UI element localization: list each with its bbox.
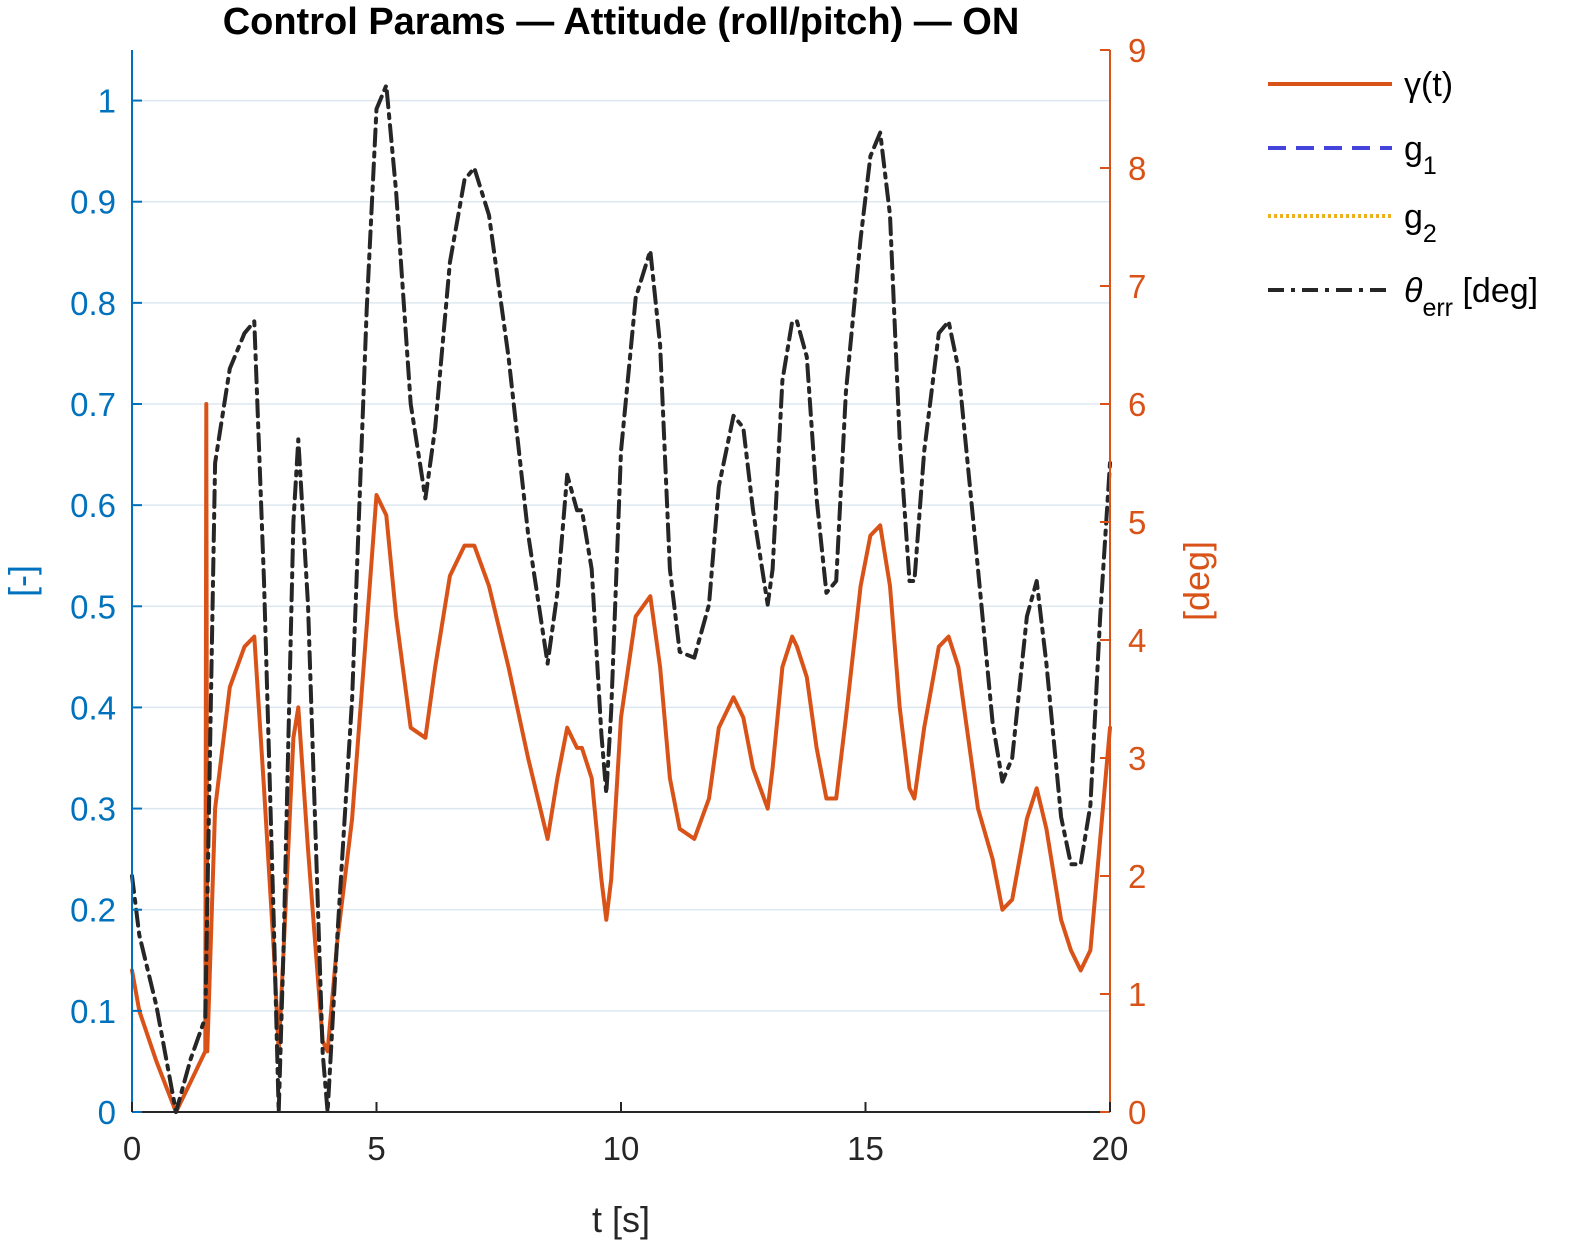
y-axis-left-label: [-] [1,565,42,597]
chart-title: Control Params — Attitude (roll/pitch) —… [223,1,1020,43]
y-left-tick-label: 0.2 [70,892,116,929]
y-left-tick-label: 0.3 [70,791,116,828]
legend-label-subscript: 1 [1423,152,1437,180]
y-right-tick-label: 6 [1128,386,1146,423]
y-left-tick-label: 0.5 [70,588,116,625]
y-left-tick-label: 1 [98,83,116,120]
x-tick-label: 10 [603,1130,640,1167]
y-left-tick-label: 0.1 [70,993,116,1030]
legend-label-main: g [1404,130,1423,168]
y-right-tick-label: 8 [1128,150,1146,187]
legend-label-gamma: γ(t) [1404,66,1453,104]
x-tick-label: 15 [847,1130,884,1167]
y-right-tick-label: 7 [1128,268,1146,305]
y-right-tick-label: 3 [1128,740,1146,777]
y-axis-right-label: [deg] [1176,541,1217,621]
legend-label-main: g [1404,198,1423,236]
y-left-tick-label: 0.7 [70,386,116,423]
y-left-tick-label: 0.6 [70,487,116,524]
y-left-tick-label: 0.4 [70,689,116,726]
legend-label-subscript: err [1422,294,1453,322]
legend-label-theta: θerr [deg] [1404,272,1538,322]
legend-label-unit: [deg] [1453,272,1538,310]
y-right-tick-label: 1 [1128,976,1146,1013]
legend-label-subscript: 2 [1423,220,1437,248]
legend-label-main: θ [1404,272,1423,310]
y-left-tick-label: 0.8 [70,285,116,322]
y-right-tick-label: 9 [1128,32,1146,69]
y-left-tick-label: 0 [98,1094,116,1131]
series-line-theta-err [130,83,1112,1114]
x-tick-label: 5 [367,1130,385,1167]
axis-layer: 00.10.20.30.40.50.60.70.80.9101234567890… [70,32,1146,1167]
x-tick-label: 20 [1092,1130,1129,1167]
x-tick-label: 0 [123,1130,141,1167]
y-right-tick-label: 0 [1128,1094,1146,1131]
grid-layer [132,99,1110,1113]
series-layer [130,83,1112,1114]
legend-label-g1: g1 [1404,130,1437,180]
legend-label-main: γ(t) [1404,66,1453,104]
series-line-gamma [130,402,1112,1114]
y-left-tick-label: 0.9 [70,184,116,221]
y-right-tick-label: 5 [1128,504,1146,541]
y-right-tick-label: 4 [1128,622,1146,659]
y-right-tick-label: 2 [1128,858,1146,895]
x-axis-label: t [s] [592,1199,650,1240]
legend-label-g2: g2 [1404,198,1437,248]
